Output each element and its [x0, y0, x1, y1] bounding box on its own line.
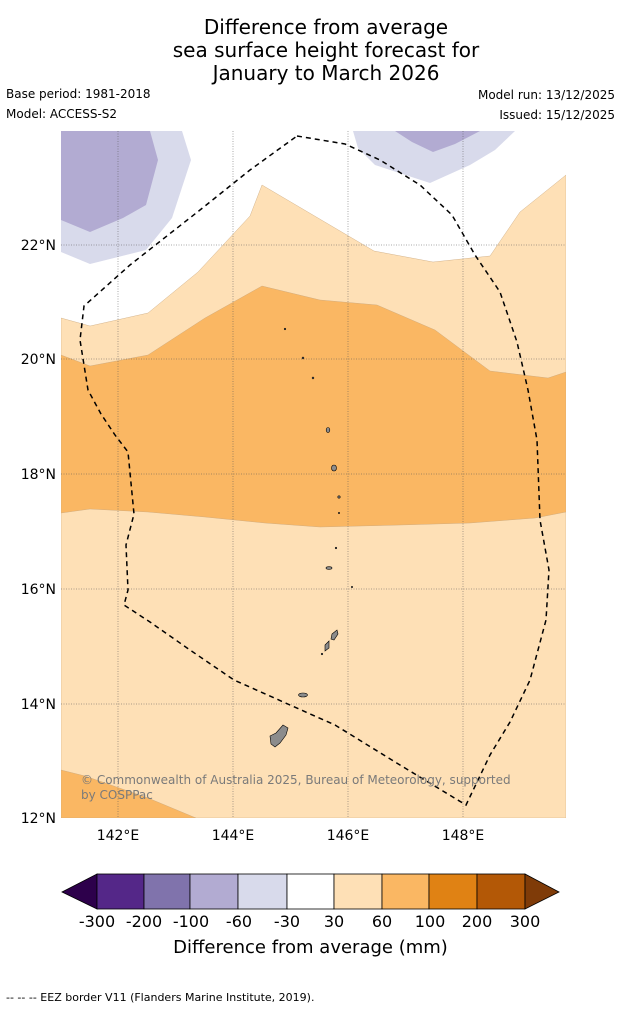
- lon-label: 148°E: [442, 828, 485, 844]
- colorbar-segment: [237, 873, 288, 910]
- lat-label: 22°N: [21, 238, 56, 254]
- base-period: Base period: 1981-2018: [6, 87, 151, 101]
- colorbar-extend-high: [524, 873, 560, 910]
- contour-neg-60-100-northwest: [61, 131, 158, 232]
- latitude-labels: 22°N 20°N 18°N 16°N 14°N 12°N: [21, 238, 56, 827]
- island-farallon-de-medinilla: [350, 585, 353, 588]
- map-title: Difference from average sea surface heig…: [0, 16, 621, 85]
- map-contours: © Commonwealth of Australia 2025, Bureau…: [61, 131, 566, 818]
- lat-label: 16°N: [21, 582, 56, 598]
- model-name: Model: ACCESS-S2: [6, 107, 118, 121]
- lat-label: 12°N: [21, 811, 56, 827]
- island-anatahan: [325, 566, 333, 570]
- colorbar-tick-label: 30: [323, 912, 345, 931]
- title-line-3: January to March 2026: [212, 61, 440, 85]
- lat-label: 18°N: [21, 467, 56, 483]
- title-line-2: sea surface height forecast for: [172, 38, 480, 62]
- island-aguijan: [320, 652, 324, 656]
- colorbar-segment: [428, 873, 478, 910]
- island-alamagan: [337, 495, 341, 499]
- colorbar-segment: [189, 873, 239, 910]
- lon-label: 146°E: [327, 828, 370, 844]
- copyright-line-1: © Commonwealth of Australia 2025, Bureau…: [81, 773, 511, 787]
- island-sarigan: [334, 546, 338, 550]
- mariana-islands: [269, 327, 353, 748]
- contour-60-100-southwest: [61, 769, 197, 818]
- island-maug: [301, 356, 305, 360]
- colorbar-tick-label: 300: [509, 912, 541, 931]
- copyright-line-2: by COSPPac: [81, 788, 153, 802]
- lat-label: 14°N: [21, 697, 56, 713]
- lat-label: 20°N: [21, 352, 56, 368]
- colorbar-segment: [381, 873, 430, 910]
- model-run-date: Model run: 13/12/2025: [477, 88, 615, 102]
- map-gridlines: [61, 131, 566, 818]
- colorbar-title: Difference from average (mm): [173, 937, 448, 958]
- lon-label: 144°E: [212, 828, 255, 844]
- colorbar-tick-label: 100: [414, 912, 446, 931]
- eez-legend-note: -- -- -- EEZ border V11 (Flanders Marine…: [6, 991, 315, 1004]
- island-agrihan: [325, 427, 331, 433]
- colorbar-tick-label: -100: [172, 912, 210, 931]
- colorbar-segment: [96, 873, 145, 910]
- contour-neg-30-60-northeast: [353, 131, 515, 183]
- colorbar-tick-label: -200: [125, 912, 163, 931]
- colorbar-tick-label: -30: [273, 912, 301, 931]
- contour-60-100: [61, 285, 566, 528]
- lon-label: 142°E: [97, 828, 140, 844]
- colorbar-segment: [333, 873, 383, 910]
- colorbar-segment: [476, 873, 526, 910]
- island-farallon-de-pajaros: [283, 327, 287, 331]
- island-guam: [269, 724, 289, 748]
- colorbar-tick-label: 200: [461, 912, 493, 931]
- colorbar-tick-label: 60: [371, 912, 393, 931]
- island-rota: [298, 692, 308, 698]
- colorbar-segment: [143, 873, 191, 910]
- colorbar-tick-label: -300: [78, 912, 116, 931]
- colorbar-segment: [286, 873, 335, 910]
- issued-date: Issued: 15/12/2025: [499, 108, 615, 122]
- colorbar-tick-label: -60: [225, 912, 253, 931]
- island-pagan: [331, 464, 337, 472]
- longitude-labels: 142°E 144°E 146°E 148°E: [97, 828, 485, 844]
- island-saipan: [330, 629, 339, 641]
- colorbar-extend-low: [61, 873, 98, 910]
- island-tinian: [324, 640, 330, 652]
- island-guguan: [337, 511, 340, 514]
- title-line-1: Difference from average: [203, 15, 449, 39]
- colorbar: [61, 873, 560, 910]
- contour-neg-60-100-northeast: [395, 131, 480, 152]
- eez-border: [79, 135, 550, 807]
- island-asuncion: [311, 376, 315, 380]
